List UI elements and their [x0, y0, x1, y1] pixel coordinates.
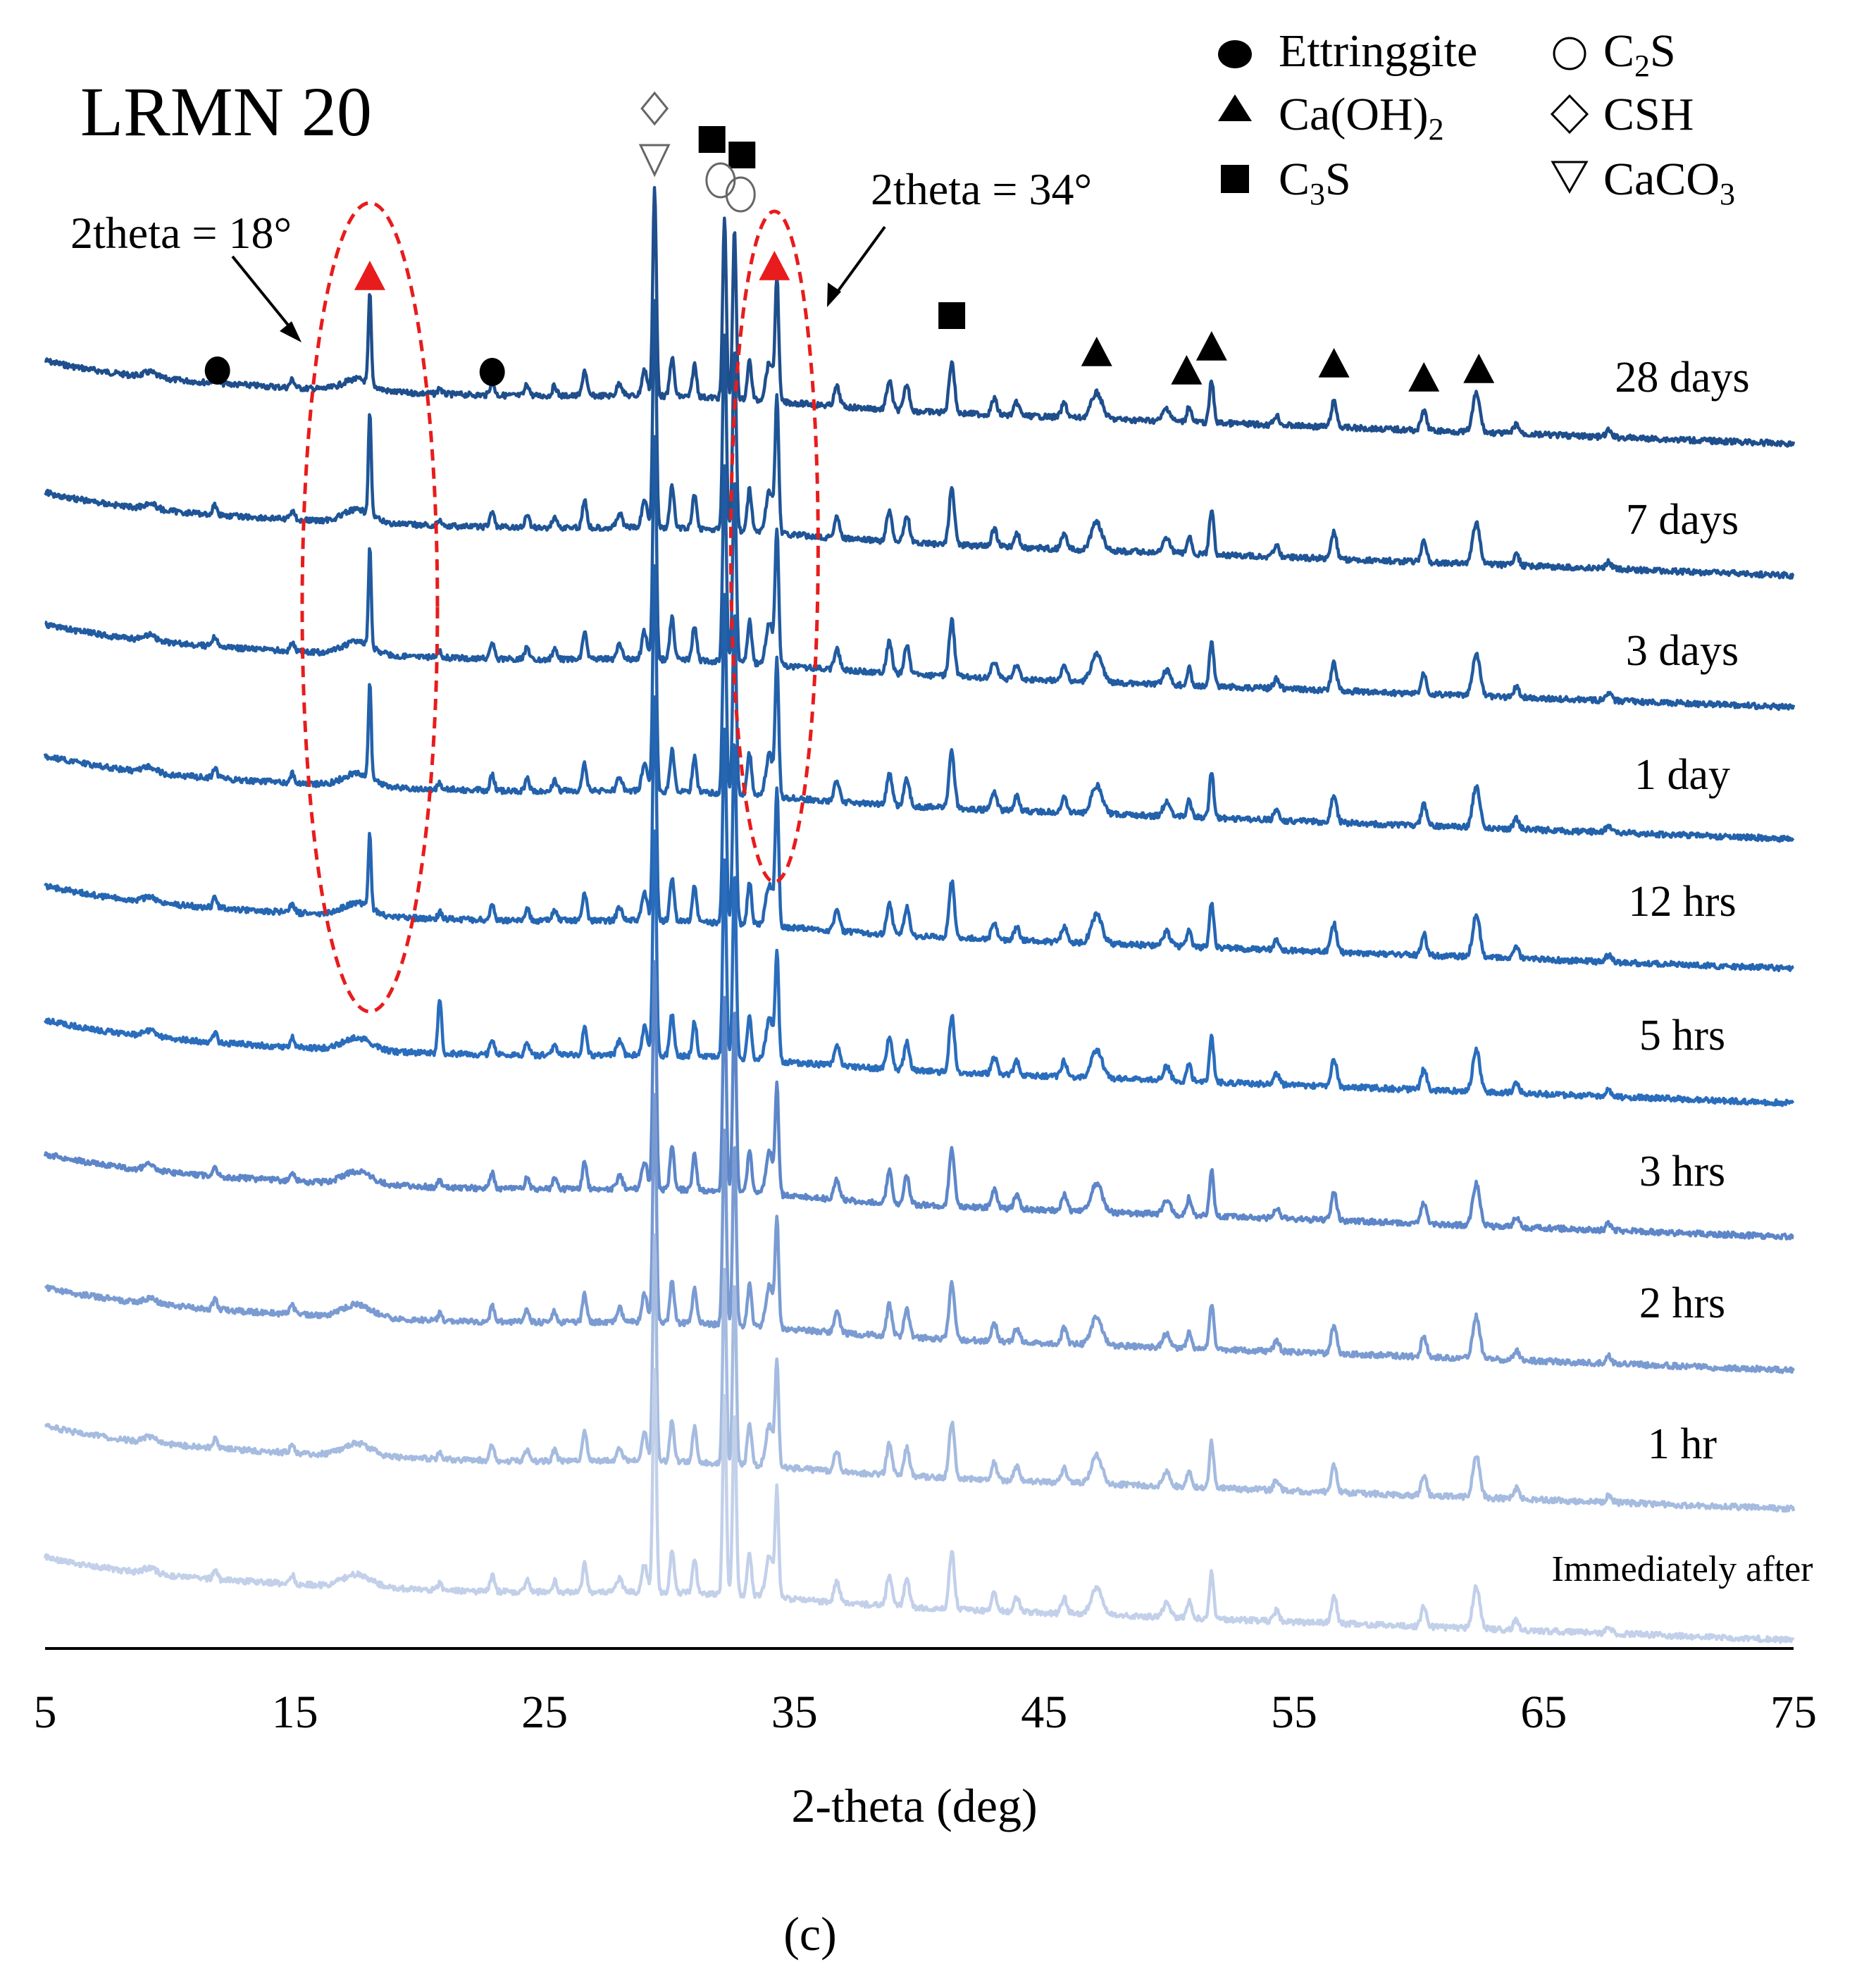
marker-ettringite-0	[204, 356, 230, 385]
legend-c3s-main: C	[1279, 154, 1310, 205]
legend-item-c3s: C3S	[1221, 154, 1351, 211]
highlight-ellipse-34	[728, 209, 820, 884]
marker-caoh2-3	[759, 251, 790, 280]
series-4-trace	[43, 564, 1795, 843]
marker-caoh2-8	[1408, 362, 1440, 392]
series-10-label: Immediately after	[1551, 1549, 1813, 1589]
series-label-layer: 28 days 7 days 3 days 1 day 12 hrs 5 hrs 3 hrs…	[1551, 354, 1813, 1589]
marker-c2s-14	[725, 176, 756, 213]
series-1-label: 28 days	[1615, 354, 1749, 402]
series-4-label: 1 day	[1634, 751, 1730, 799]
x-tick-label-15: 15	[272, 1687, 318, 1738]
legend-c2s-main: C	[1603, 25, 1634, 77]
marker-c3s-11	[728, 142, 756, 168]
x-tick-label-45: 45	[1021, 1687, 1067, 1738]
highlight-layer	[300, 201, 820, 1014]
annotation-34: 2theta = 34°	[827, 164, 1092, 307]
marker-c3s-10	[698, 126, 726, 153]
legend-item-ettringite: Ettringgite	[1218, 25, 1477, 77]
legend-caoh2-sub: 2	[1429, 112, 1444, 147]
series-7-trace	[43, 960, 1795, 1241]
legend-item-caoh2: Ca(OH)2	[1218, 89, 1444, 147]
annotation-34-arrow	[834, 225, 886, 296]
marker-caoh2-6	[1195, 331, 1227, 361]
legend-triangle-down-open-icon	[1551, 161, 1589, 194]
legend: Ettringgite Ca(OH)2 C3S C2S CSH CaCO3	[1218, 25, 1735, 211]
legend-item-caco3: CaCO3	[1551, 154, 1735, 211]
annotation-34-text: 2theta = 34°	[871, 164, 1092, 214]
series-9-label: 1 hr	[1648, 1420, 1717, 1468]
marker-caoh2-7	[1318, 348, 1350, 378]
legend-circle-open-icon	[1553, 37, 1586, 70]
series-7-label: 3 hrs	[1639, 1148, 1725, 1196]
marker-caoh2-2	[354, 261, 385, 290]
x-axis-ticks: 5 15 25 35 45 55 65 75	[34, 1687, 1818, 1738]
legend-caco3-main: CaCO	[1603, 154, 1720, 205]
legend-square-filled-icon	[1221, 165, 1249, 193]
legend-label-caco3: CaCO3	[1603, 154, 1735, 211]
series-5-label: 12 hrs	[1628, 878, 1736, 926]
legend-triangle-filled-icon	[1218, 94, 1252, 121]
marker-caco3-16	[638, 144, 671, 178]
series-2-label: 7 days	[1626, 496, 1739, 544]
x-tick-label-25: 25	[521, 1687, 568, 1738]
legend-label-ettringite: Ettringgite	[1279, 25, 1477, 77]
series-10-trace	[43, 1368, 1795, 1644]
legend-c2s-sub: 2	[1634, 49, 1650, 83]
legend-caco3-sub: 3	[1720, 177, 1735, 211]
chart-title: LRMN 20	[80, 73, 372, 151]
marker-caoh2-9	[1463, 354, 1495, 383]
series-9-trace	[44, 1234, 1796, 1513]
series-2-trace	[44, 299, 1795, 580]
legend-label-c3s: C3S	[1279, 154, 1351, 211]
legend-label-csh: CSH	[1603, 89, 1694, 140]
x-tick-label-75: 75	[1770, 1687, 1817, 1738]
marker-c3s-12	[938, 302, 966, 329]
series-6-label: 5 hrs	[1639, 1012, 1725, 1060]
series-5-trace	[44, 695, 1795, 973]
highlight-ellipse-18	[300, 201, 440, 1014]
x-tick-label-5: 5	[34, 1687, 57, 1738]
marker-c2s-13	[705, 162, 736, 199]
figure-label: (c)	[783, 1907, 836, 1961]
series-3-trace	[44, 435, 1796, 712]
marker-caoh2-4	[1081, 337, 1112, 366]
x-tick-label-35: 35	[771, 1687, 818, 1738]
series-8-trace	[44, 1093, 1795, 1374]
phase-marker-layer	[204, 91, 1495, 392]
marker-csh-15	[640, 91, 669, 126]
legend-c3s-sub: 3	[1310, 177, 1325, 211]
series-3-label: 3 days	[1626, 627, 1739, 675]
marker-caoh2-5	[1171, 355, 1203, 385]
x-axis-label: 2-theta (deg)	[791, 1779, 1037, 1832]
series-1-trace	[44, 186, 1796, 448]
x-tick-label-65: 65	[1520, 1687, 1567, 1738]
legend-c2s-suffix: S	[1650, 25, 1676, 77]
legend-label-c2s: C2S	[1603, 25, 1676, 83]
series-8-label: 2 hrs	[1639, 1279, 1725, 1327]
legend-circle-filled-icon	[1218, 40, 1252, 68]
annotation-18-text: 2theta = 18°	[70, 208, 292, 258]
x-tick-label-55: 55	[1271, 1687, 1317, 1738]
legend-c3s-suffix: S	[1325, 154, 1351, 205]
legend-diamond-open-icon	[1550, 94, 1589, 135]
series-6-trace	[43, 829, 1795, 1107]
legend-caoh2-main: Ca(OH)	[1279, 89, 1429, 140]
legend-item-csh: CSH	[1550, 89, 1694, 140]
legend-label-caoh2: Ca(OH)2	[1279, 89, 1444, 147]
marker-ettringite-1	[479, 358, 505, 386]
annotation-18-arrowhead	[280, 321, 302, 342]
annotation-34-arrowhead	[827, 282, 841, 307]
annotation-18: 2theta = 18°	[70, 208, 302, 342]
legend-item-c2s: C2S	[1553, 25, 1676, 83]
series-layer	[43, 186, 1796, 1644]
annotation-18-arrow	[231, 255, 294, 333]
